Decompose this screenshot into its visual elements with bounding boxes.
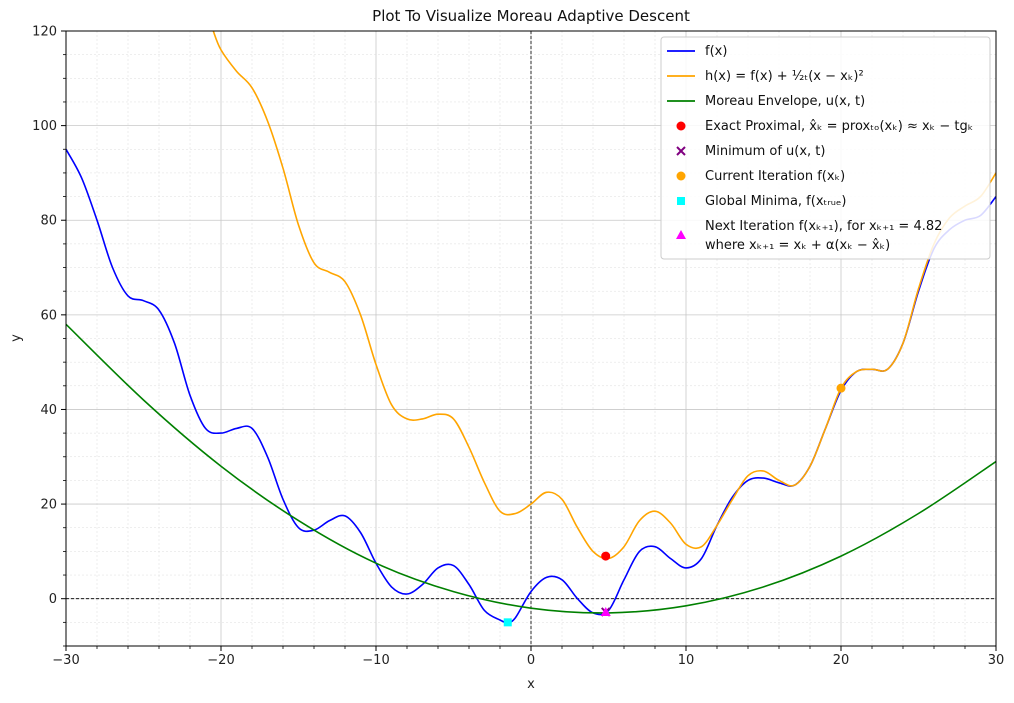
- legend-label: where xₖ₊₁ = xₖ + α(xₖ − x̂ₖ): [705, 238, 890, 253]
- legend-marker-swatch: [676, 230, 686, 239]
- y-tick-label: 40: [40, 403, 57, 418]
- h-curve: [212, 31, 996, 560]
- x-axis-label: x: [527, 677, 535, 692]
- marker-points: [503, 383, 846, 627]
- legend: f(x) h(x) = f(x) + ¹⁄₂ₜ(x − xₖ)² Moreau En…: [660, 36, 991, 260]
- x-tick-label: 20: [833, 653, 850, 668]
- next-iteration-point: [600, 606, 611, 616]
- legend-marker-swatch: [677, 197, 685, 205]
- legend-label: Exact Proximal, x̂ₖ = proxₜₒ(xₖ) ≈ xₖ − …: [705, 119, 973, 134]
- legend-label: Next Iteration f(xₖ₊₁), for xₖ₊₁ = 4.82: [705, 219, 942, 234]
- exact-proximal-point: [601, 551, 611, 561]
- zero-lines: [66, 31, 996, 646]
- legend-label: Global Minima, f(xₜᵣᵤₑ): [705, 194, 846, 209]
- axis-ticks: −30 −20 −10 0 10 20 30 0 20 40 60 80 100 120: [32, 25, 1004, 669]
- legend-marker-swatch: [676, 121, 686, 131]
- y-tick-label: 120: [32, 25, 57, 40]
- global-minima-point: [503, 618, 512, 627]
- legend-marker-swatch: [676, 146, 686, 156]
- y-tick-label: 100: [32, 119, 57, 134]
- legend-label: Minimum of u(x, t): [705, 144, 825, 159]
- x-tick-label: 0: [527, 653, 535, 668]
- y-axis-label: y: [9, 334, 24, 342]
- y-tick-label: 0: [49, 592, 57, 607]
- legend-label: Current Iteration f(xₖ): [705, 169, 845, 184]
- y-tick-label: 80: [40, 214, 57, 229]
- series-lines: [66, 31, 996, 624]
- current-iteration-point: [836, 383, 846, 393]
- legend-label: h(x) = f(x) + ¹⁄₂ₜ(x − xₖ)²: [705, 69, 864, 84]
- moreau-envelope-curve: [66, 323, 996, 614]
- y-tick-label: 60: [40, 308, 57, 323]
- x-tick-label: −10: [362, 653, 389, 668]
- x-tick-label: −30: [52, 653, 79, 668]
- legend-box: [660, 36, 991, 260]
- legend-label: f(x): [705, 44, 727, 59]
- legend-label: Moreau Envelope, u(x, t): [705, 94, 865, 109]
- x-tick-label: −20: [207, 653, 234, 668]
- legend-marker-swatch: [676, 171, 686, 181]
- x-tick-label: 10: [678, 653, 695, 668]
- x-tick-label: 30: [988, 653, 1005, 668]
- f-curve: [66, 148, 996, 624]
- y-tick-label: 20: [40, 498, 57, 513]
- chart-title: Plot To Visualize Moreau Adaptive Descen…: [372, 7, 690, 25]
